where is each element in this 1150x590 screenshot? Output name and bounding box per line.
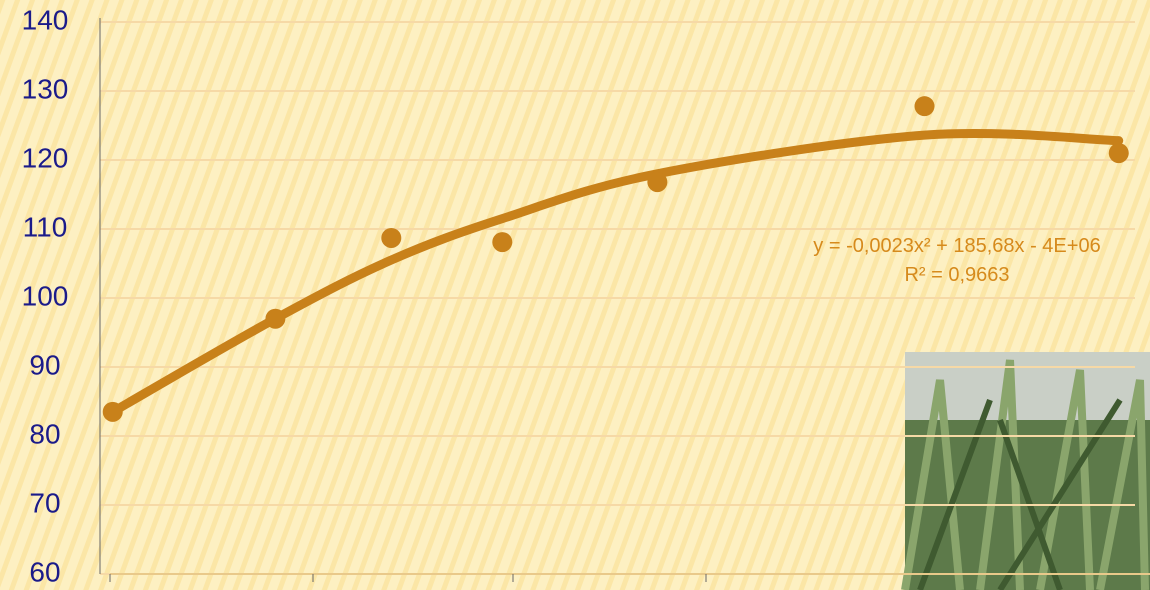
x-axis <box>99 18 1150 582</box>
y-tick-label: 120 <box>22 142 69 173</box>
y-tick-label: 90 <box>29 349 60 380</box>
y-tick-label: 80 <box>29 418 60 449</box>
y-tick-label: 110 <box>23 211 68 242</box>
photo <box>901 352 1150 590</box>
data-point <box>647 172 668 193</box>
data-point <box>492 232 513 253</box>
y-tick-label: 140 <box>22 4 69 35</box>
data-point <box>265 308 286 329</box>
y-tick-label: 100 <box>22 280 69 311</box>
data-point <box>1108 143 1129 164</box>
data-point <box>381 227 402 248</box>
data-point <box>102 401 123 422</box>
y-tick-label: 60 <box>29 556 60 587</box>
y-tick-label: 70 <box>29 487 60 518</box>
data-point <box>914 96 935 117</box>
equation: y = -0,0023x² + 185,68x - 4E+06 <box>813 235 1100 257</box>
y-tick-label: 130 <box>22 73 69 104</box>
r-squared: R² = 0,9663 <box>904 264 1009 286</box>
